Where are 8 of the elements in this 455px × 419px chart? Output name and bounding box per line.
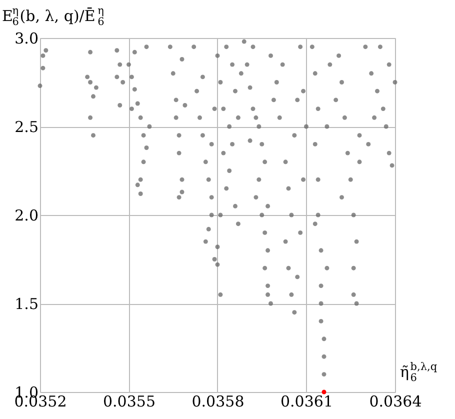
- y-tick-label: 3.0: [14, 30, 38, 48]
- y-tick-label: 1.5: [14, 295, 38, 313]
- x-tick-label: 0.0364: [369, 392, 422, 410]
- y-tick-label: 2.0: [14, 206, 38, 224]
- x-tick-label: 0.0361: [280, 392, 333, 410]
- x-tick-label: 0.0358: [192, 392, 244, 410]
- x-tick-label: 0.0355: [103, 392, 156, 410]
- y-tick-label: 2.5: [14, 118, 38, 136]
